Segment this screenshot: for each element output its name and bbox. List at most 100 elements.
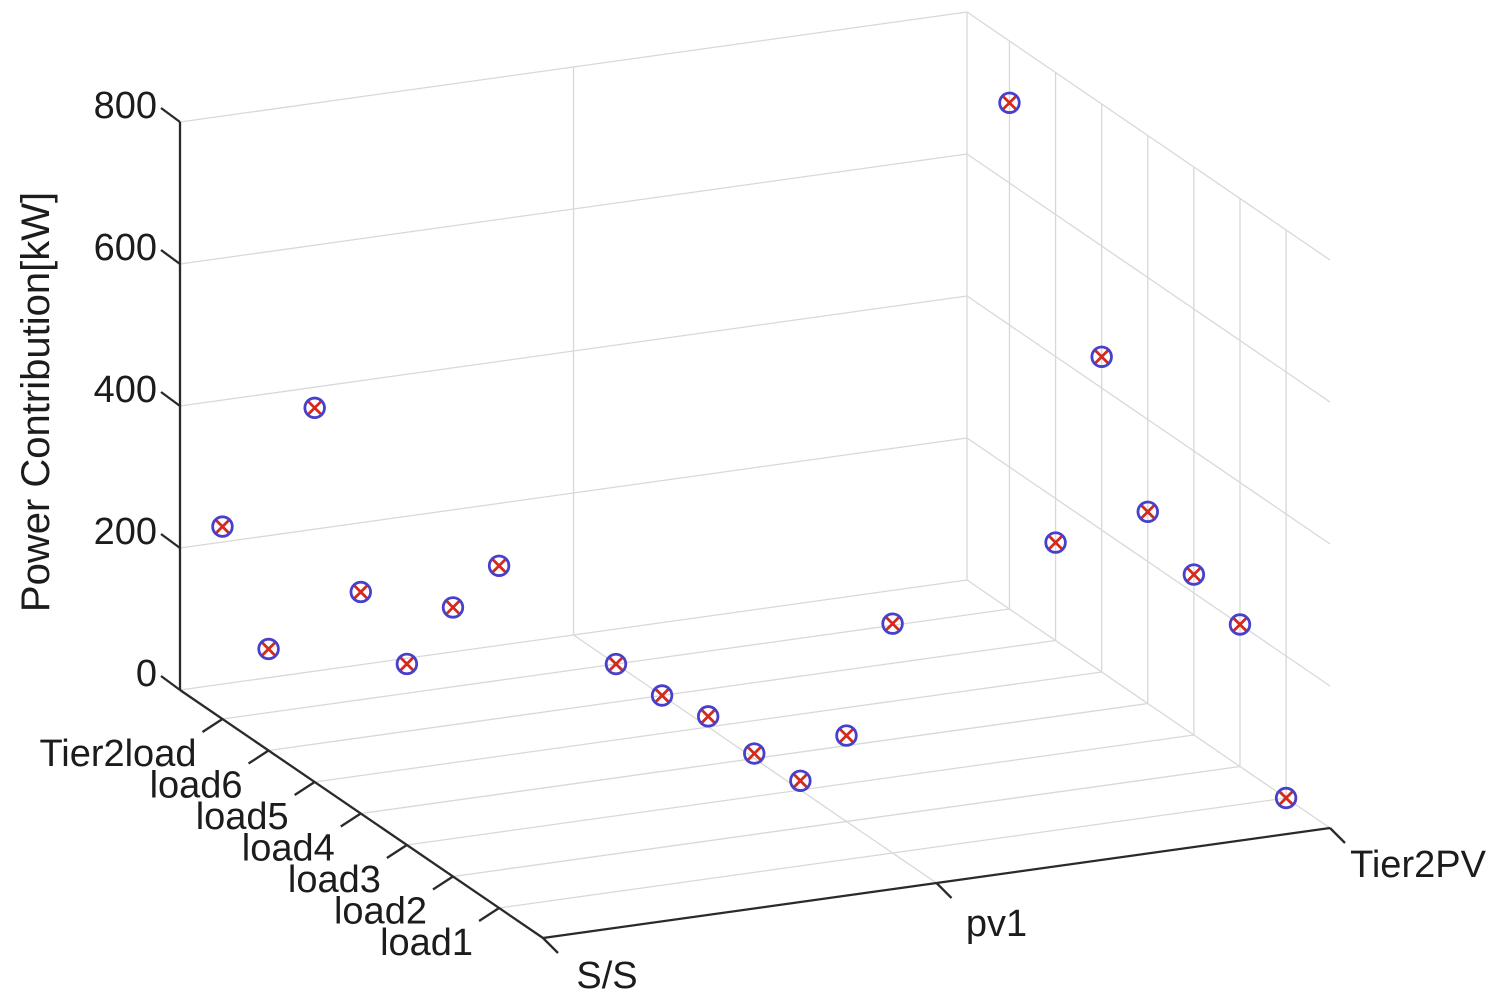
marker-x-cross xyxy=(260,641,277,657)
data-point-marker xyxy=(487,554,511,577)
y-tick-mark xyxy=(247,749,270,765)
y-tick-label: Tier2load xyxy=(39,733,196,775)
marker-circle xyxy=(1090,345,1113,368)
marker-circle xyxy=(1182,563,1206,586)
marker-x-cross xyxy=(1047,534,1064,551)
wall-grid-line xyxy=(966,295,1331,545)
data-point-marker xyxy=(441,596,465,619)
data-points xyxy=(211,91,1298,810)
marker-circle xyxy=(441,596,465,619)
axis-labels: 0 200 400 600 800 load1load2load3load4load5lo… xyxy=(14,85,1487,997)
marker-x-cross xyxy=(654,687,670,704)
marker-x-cross xyxy=(306,399,323,416)
floor-grid-line xyxy=(573,634,937,884)
data-point-marker xyxy=(257,637,280,661)
marker-x-cross xyxy=(792,772,809,789)
wall-grid-line xyxy=(179,437,968,549)
marker-circle xyxy=(743,742,766,765)
marker-circle xyxy=(881,612,904,635)
marker-circle xyxy=(1228,613,1252,636)
z-tick-mark xyxy=(160,391,181,407)
marker-circle xyxy=(303,396,326,420)
x-tick-label: pv1 xyxy=(966,903,1027,945)
data-point-marker xyxy=(1274,786,1298,810)
marker-circle xyxy=(1274,786,1298,810)
marker-circle xyxy=(257,637,280,661)
y-tick-mark xyxy=(201,718,224,733)
marker-circle xyxy=(604,652,628,676)
marker-circle xyxy=(1044,531,1067,554)
marker-x-cross xyxy=(608,656,624,672)
x-tick-label: S/S xyxy=(576,955,637,997)
marker-x-cross xyxy=(214,518,231,535)
y-tick-label: load3 xyxy=(288,859,381,901)
marker-circle xyxy=(696,705,720,728)
data-point-marker xyxy=(395,652,419,676)
marker-x-cross xyxy=(1278,790,1294,806)
marker-circle xyxy=(1136,500,1159,524)
y-tick-label: load4 xyxy=(242,828,335,870)
data-point-marker xyxy=(1136,500,1159,524)
marker-x-cross xyxy=(838,727,855,744)
y-tick-mark xyxy=(386,844,408,859)
grid-lines xyxy=(179,11,1331,909)
z-tick-mark xyxy=(160,249,181,265)
x-tick-mark xyxy=(1329,827,1346,844)
data-point-marker xyxy=(789,769,812,792)
marker-x-cross xyxy=(1139,503,1156,520)
marker-circle xyxy=(349,580,372,604)
y-axis-line xyxy=(179,689,544,939)
marker-x-cross xyxy=(700,708,717,725)
marker-x-cross xyxy=(1001,94,1018,111)
y-tick-label: load6 xyxy=(150,765,243,807)
data-point-marker xyxy=(743,742,766,765)
data-point-marker xyxy=(211,515,234,538)
wall-grid-line xyxy=(966,153,1331,403)
x-tick-mark xyxy=(542,937,559,954)
marker-x-cross xyxy=(398,656,415,672)
data-point-marker xyxy=(604,652,628,676)
marker-circle xyxy=(650,684,674,707)
wall-grid-line xyxy=(179,11,968,123)
y-tick-label: load2 xyxy=(334,890,427,932)
marker-x-cross xyxy=(1232,616,1248,633)
z-axis-title: Power Contribution[kW] xyxy=(14,192,58,612)
marker-circle xyxy=(835,724,858,747)
z-tick-label: 800 xyxy=(94,85,157,127)
wall-grid-line xyxy=(966,437,1331,687)
marker-x-cross xyxy=(884,615,901,632)
wall-grid-line xyxy=(966,11,1331,261)
y-tick-label: load5 xyxy=(196,796,289,838)
z-tick-label: 200 xyxy=(94,511,157,553)
marker-x-cross xyxy=(1093,348,1110,365)
marker-circle xyxy=(789,769,812,792)
axes xyxy=(160,107,1346,954)
y-tick-label: load1 xyxy=(380,922,473,964)
x-tick-mark xyxy=(935,882,953,899)
marker-x-cross xyxy=(1185,566,1202,583)
marker-circle xyxy=(998,91,1021,114)
wall-grid-line xyxy=(179,153,968,265)
marker-circle xyxy=(395,652,419,676)
y-tick-mark xyxy=(340,812,362,828)
data-point-marker xyxy=(998,91,1021,114)
marker-circle xyxy=(211,515,234,538)
data-point-marker xyxy=(1090,345,1113,368)
marker-x-cross xyxy=(491,557,507,574)
data-point-marker xyxy=(1182,563,1206,586)
z-tick-label: 0 xyxy=(136,653,157,695)
y-tick-mark xyxy=(432,875,454,891)
data-point-marker xyxy=(349,580,372,604)
marker-x-cross xyxy=(746,745,763,762)
marker-x-cross xyxy=(445,599,461,616)
data-point-marker xyxy=(650,684,674,707)
data-point-marker xyxy=(881,612,904,635)
data-point-marker xyxy=(303,396,326,420)
floor-back-edge xyxy=(966,579,1331,829)
z-tick-mark xyxy=(160,533,181,549)
marker-x-cross xyxy=(352,584,369,600)
marker-circle xyxy=(487,554,511,577)
data-point-marker xyxy=(835,724,858,747)
